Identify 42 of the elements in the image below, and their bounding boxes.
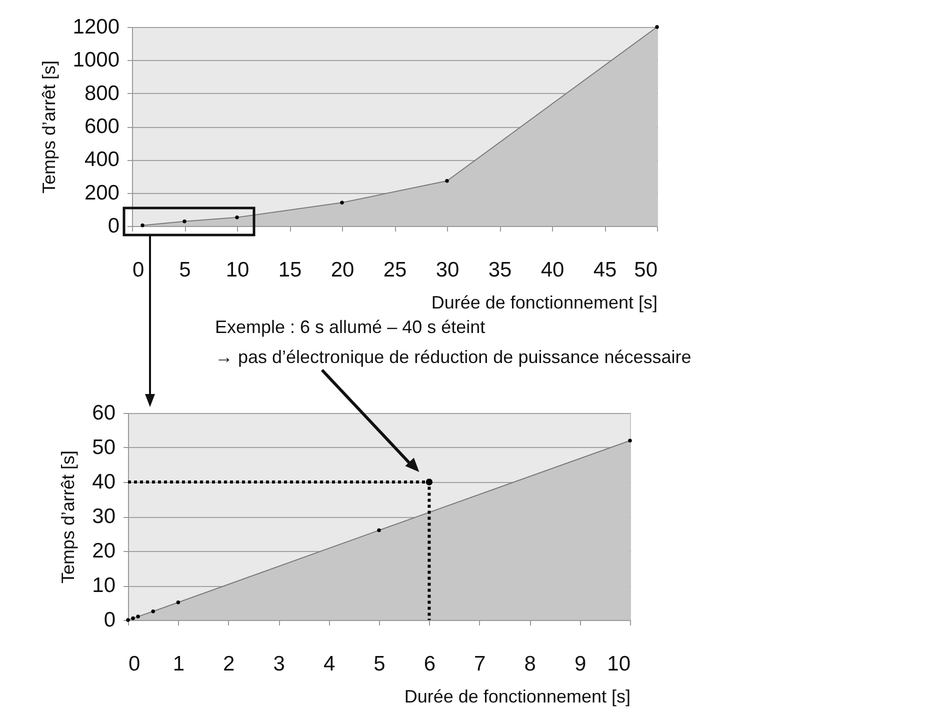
- y-tick-label: 40: [92, 470, 116, 494]
- x-tick-label: 25: [383, 258, 407, 282]
- text: Exemple : 6 s allumé – 40 s éteint → pas d’électronique de réduction de puissance nécessaire: [215, 316, 692, 369]
- x-tick-label: 50: [634, 258, 658, 282]
- x-tick-label: 3: [273, 652, 285, 676]
- x-tick-label: 0: [128, 652, 140, 676]
- y-tick-label: 50: [92, 436, 116, 459]
- y-tick-label: 10: [92, 574, 116, 597]
- y-tick-label: 20: [92, 540, 116, 562]
- x-tick-label: 6: [424, 652, 436, 676]
- x-tick-label: 1: [172, 652, 185, 676]
- y-tick-label: 400: [84, 148, 120, 172]
- x-tick-label: 5: [374, 652, 386, 676]
- y-tick-label: 600: [84, 115, 120, 138]
- x-tick-label: 30: [436, 258, 460, 282]
- x-tick-label: 4: [323, 652, 336, 676]
- y-tick-label: 0: [104, 608, 116, 632]
- y-axis-title: Temps d’arrêt [s]: [38, 60, 59, 194]
- x-axis-title: Durée de fonctionnement [s]: [431, 292, 658, 312]
- x-tick-label: 8: [524, 652, 536, 676]
- y-tick-label: 30: [92, 505, 116, 528]
- x-tick-label: 10: [607, 652, 630, 676]
- y-tick-label: 800: [84, 82, 120, 105]
- x-tick-label: 5: [179, 258, 191, 282]
- x-axis-title: Durée de fonctionnement [s]: [404, 686, 630, 706]
- x-tick-label: 0: [132, 258, 144, 282]
- x-tick-label: 9: [574, 652, 586, 676]
- x-tick-label: 7: [474, 652, 486, 676]
- x-tick-label: 10: [226, 258, 250, 282]
- y-tick-label: 60: [92, 402, 116, 424]
- x-tick-label: 45: [593, 258, 617, 282]
- x-tick-label: 40: [540, 258, 564, 282]
- x-tick-label: 35: [488, 258, 512, 282]
- y-tick-label: 200: [84, 181, 120, 204]
- point: [426, 478, 433, 486]
- x-tick-label: 2: [223, 652, 235, 676]
- x-tick-label: 20: [330, 258, 354, 282]
- y-tick-label: 1200: [72, 16, 120, 38]
- y-tick-label: 1000: [72, 48, 120, 72]
- y-tick-label: 0: [108, 214, 120, 238]
- y-axis-title: Temps d’arrêt [s]: [58, 450, 78, 584]
- x-tick-label: 15: [278, 258, 302, 282]
